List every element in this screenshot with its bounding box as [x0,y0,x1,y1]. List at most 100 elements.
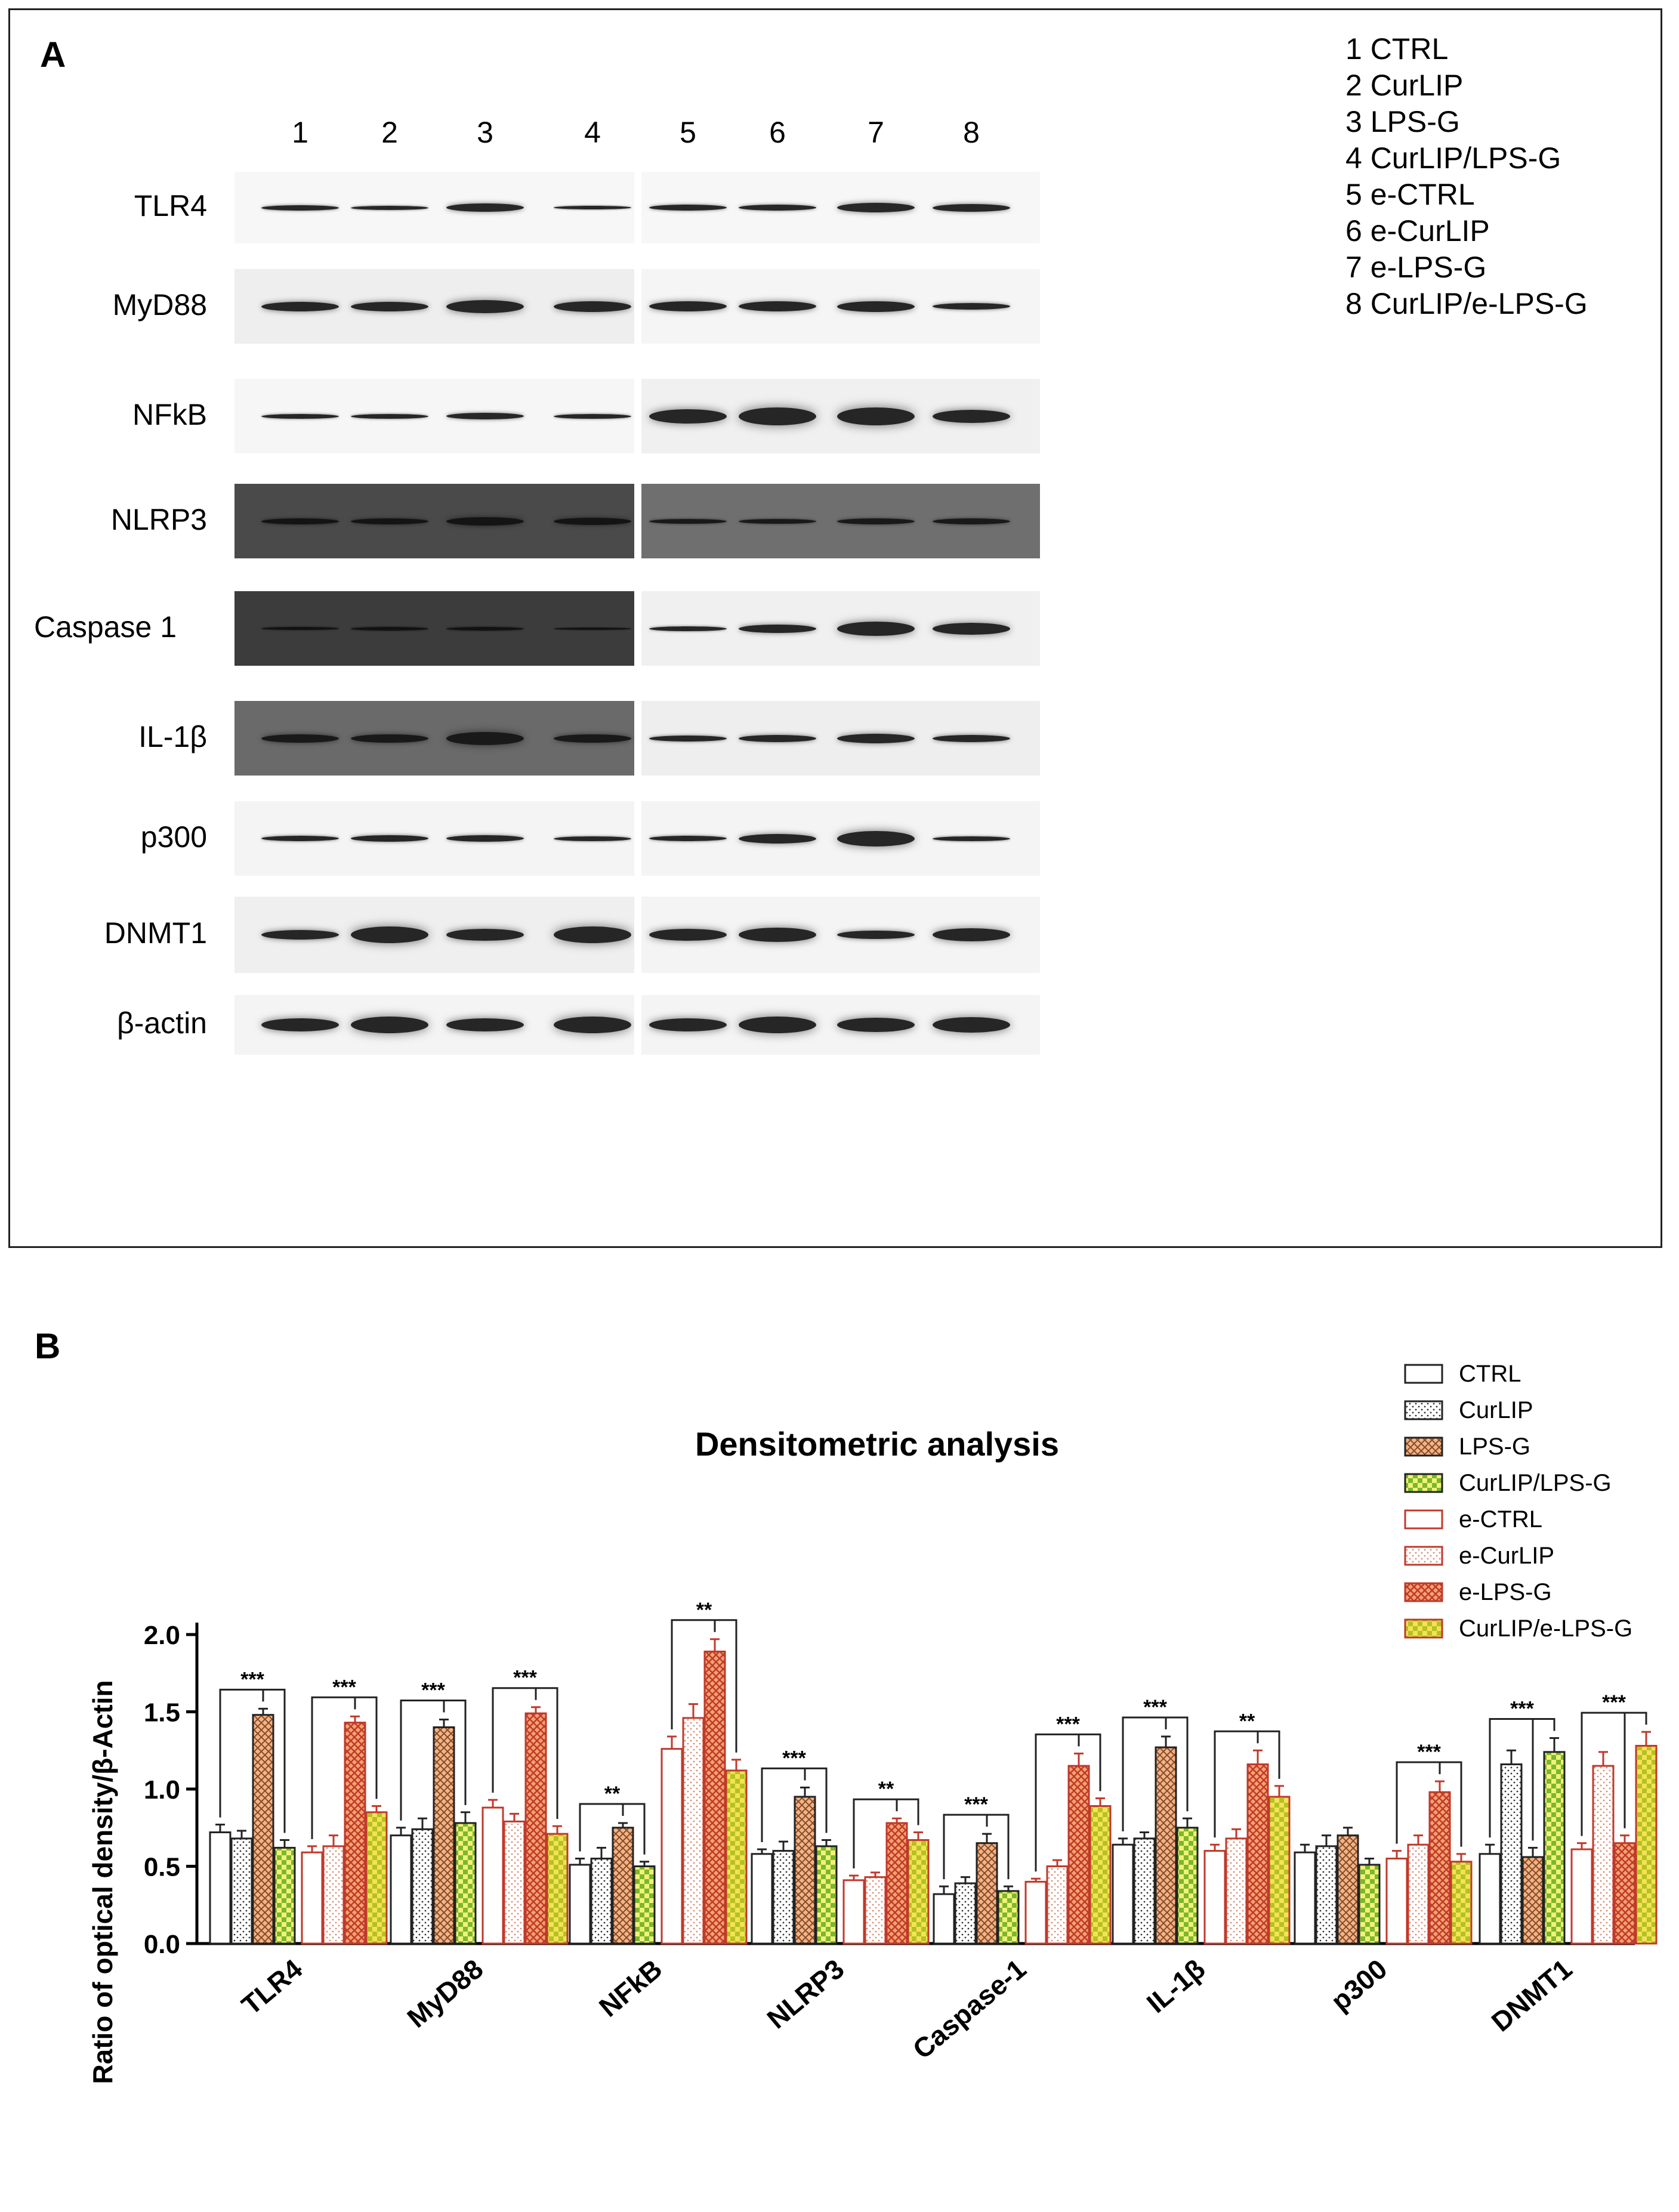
legend-swatch [1404,1546,1443,1566]
legend-label: e-CTRL [1459,1506,1542,1533]
significance-brackets: *** *** ******************************** **… [219,1599,1647,1880]
protein-band [933,409,1010,423]
protein-band [351,926,428,943]
significance-label: *** [1417,1741,1441,1763]
significance-bracket [1214,1730,1280,1838]
significance-bracket [943,1814,1010,1880]
chart-title: Densitometric analysis [695,1425,1059,1463]
legend-label: CTRL [1459,1361,1521,1387]
protein-band [837,518,915,524]
y-tick-label: 2.0 [144,1621,180,1650]
bar [1385,1858,1408,1945]
significance-label: ** [696,1599,712,1621]
bar [1592,1765,1615,1945]
bar [590,1858,613,1945]
protein-band [837,931,915,939]
protein-band [739,407,816,425]
significance-label: *** [513,1667,537,1689]
significance-label: *** [782,1747,806,1769]
bar [1570,1848,1593,1945]
blot-panel [641,701,1040,776]
protein-band [261,627,339,630]
bar [546,1833,569,1945]
significance-label: *** [332,1676,356,1698]
bar [612,1827,634,1945]
significance-bracket [1581,1711,1647,1836]
bar [273,1846,296,1945]
legend-label: e-CurLIP [1459,1543,1554,1569]
lane-legend-entry: 1 CTRL [1345,32,1449,66]
lane-legend-entry: 6 e-CurLIP [1345,214,1490,248]
significance-bracket [1035,1733,1101,1872]
significance-label: *** [240,1668,264,1691]
protein-band [554,836,631,841]
blot-panel [641,269,1040,344]
protein-band [261,205,339,211]
bar [1155,1746,1177,1945]
significance-bracket [671,1619,737,1753]
lane-number: 8 [963,116,980,149]
blot-panel [641,484,1040,558]
bar [997,1890,1020,1945]
protein-band [739,518,816,524]
bar [482,1806,504,1945]
protein-band [351,518,428,524]
significance-bracket [761,1767,828,1843]
protein-band [261,413,339,419]
protein-band [261,518,339,524]
bar [633,1865,656,1945]
bar [1268,1796,1291,1945]
protein-band [554,734,631,743]
lane-legend-entry: 5 e-CTRL [1345,178,1475,211]
protein-band [837,301,915,312]
x-tick-label: NFkB [593,1953,668,2023]
protein-label: Caspase 1 [34,610,177,644]
protein-band [446,929,524,941]
lane-number: 7 [868,116,884,149]
bar [1358,1864,1381,1945]
protein-band [837,203,915,212]
bar [209,1831,232,1945]
significance-bracket [400,1699,467,1821]
bar [1543,1751,1566,1945]
bar [569,1864,591,1945]
protein-band [446,1018,524,1031]
bar [772,1850,795,1945]
x-tick-label: NLRP3 [761,1953,850,2035]
legend-label: LPS-G [1459,1434,1530,1460]
protein-label: IL-1β [138,719,207,753]
legend-label: CurLIP/e-LPS-G [1459,1615,1632,1642]
protein-band [837,830,915,847]
protein-band [933,1017,1010,1033]
protein-band [554,517,631,525]
protein-band [351,835,428,842]
bar [1112,1843,1134,1945]
bar [1203,1850,1226,1945]
bar [301,1851,323,1945]
x-tick-label: p300 [1325,1953,1393,2017]
protein-label: p300 [140,820,207,854]
blot-panel [641,172,1040,243]
protein-band [933,622,1010,635]
protein-band [554,926,631,943]
bar [1407,1843,1430,1945]
protein-band [446,731,524,745]
blot-panel [234,172,634,243]
protein-band [261,1018,339,1031]
bar [885,1822,908,1945]
legend-label: CurLIP [1459,1397,1533,1423]
protein-band [649,301,727,311]
x-tick-label: MyD88 [401,1953,489,2034]
panel-a: A 1 2 3 4 5 6 7 8 TLR4 MyD88 NFkB NLRP3 Caspase 1 IL… [8,8,1662,1248]
legend-swatch [1404,1364,1443,1384]
lane-number: 3 [477,116,493,149]
protein-band [837,733,915,743]
densitometric-bar-chart: Densitometric analysis Ratio of optical … [87,1361,1658,2084]
protein-band [933,836,1010,841]
bar [725,1769,748,1945]
legend-swatch [1404,1618,1443,1639]
lane-legend-entry: 2 CurLIP [1345,69,1464,102]
protein-label: NFkB [132,397,207,431]
protein-band [739,624,816,633]
bar [1613,1842,1636,1945]
